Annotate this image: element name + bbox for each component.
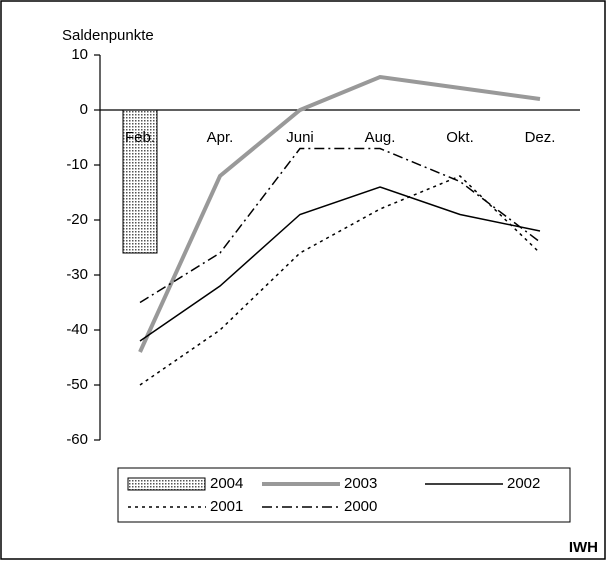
legend-label: 2000: [344, 498, 377, 515]
x-tick-label: Apr.: [207, 129, 234, 146]
line: [139, 175, 541, 386]
x-tick-label: Juni: [286, 129, 314, 146]
line: [139, 186, 541, 342]
y-tick-label: -10: [66, 156, 88, 173]
y-tick-label: 0: [80, 101, 88, 118]
y-tick-label: -40: [66, 321, 88, 338]
legend-label: 2003: [344, 475, 377, 492]
legend-label: 2002: [507, 475, 540, 492]
x-tick-label: Feb.: [125, 129, 155, 146]
x-tick-label: Dez.: [525, 129, 556, 146]
y-tick-label: -60: [66, 431, 88, 448]
y-tick-label: -50: [66, 376, 88, 393]
legend-label: 2001: [210, 498, 243, 515]
legend-label: 2004: [210, 475, 243, 492]
line: [138, 74, 541, 353]
x-tick-label: Aug.: [365, 129, 396, 146]
line: [139, 147, 541, 304]
x-tick-label: Okt.: [446, 129, 474, 146]
y-tick-label: 10: [71, 46, 88, 63]
source: IWH: [569, 539, 598, 556]
y-tick-label: -30: [66, 266, 88, 283]
y-tick-label: -20: [66, 211, 88, 228]
legend-swatch: [127, 477, 206, 491]
y-axis-label: Saldenpunkte: [62, 27, 154, 44]
legend-box: [117, 467, 571, 523]
